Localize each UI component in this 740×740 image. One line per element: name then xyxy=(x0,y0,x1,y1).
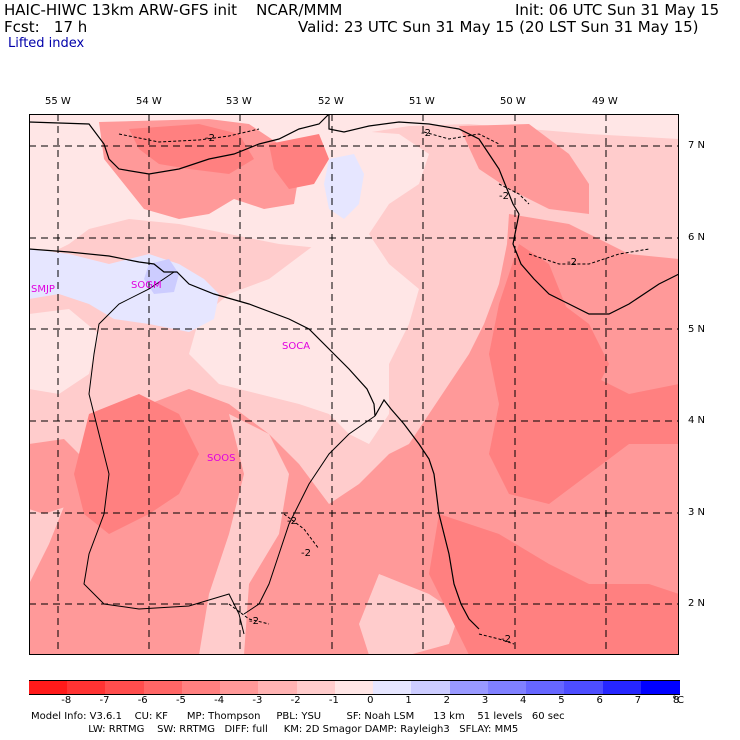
colorbar-swatch xyxy=(143,680,183,695)
colorbar-tick-label: -6 xyxy=(137,695,148,706)
station-label: SOOS xyxy=(207,453,236,464)
colorbar-tick-label: 7 xyxy=(634,695,642,706)
lon-label: 54 W xyxy=(136,96,162,107)
colorbar-tick-label: -3 xyxy=(252,695,263,706)
colorbar-tick-label: 0 xyxy=(367,695,374,706)
contour-label: -2 xyxy=(567,257,577,268)
colorbar-tick-label: 1 xyxy=(405,695,412,706)
lat-label: 7 N xyxy=(688,140,706,151)
lat-label: 2 N xyxy=(688,598,706,609)
station-label: SMJP xyxy=(31,284,55,295)
colorbar-swatch xyxy=(29,680,68,695)
colorbar-swatch xyxy=(487,680,527,695)
colorbar-tick-label: -8 xyxy=(61,695,72,706)
lat-label: 5 N xyxy=(688,324,706,335)
colorbar-tick-label: 5 xyxy=(558,695,565,706)
colorbar-swatch xyxy=(411,680,451,695)
map-frame xyxy=(29,114,679,655)
shade-region xyxy=(269,134,329,189)
contour-label: -2 xyxy=(205,133,215,144)
border xyxy=(83,271,376,635)
lon-label: 55 W xyxy=(45,96,71,107)
contour-label: -2 xyxy=(301,548,311,559)
valid-time: Valid: 23 UTC Sun 31 May 15 (20 LST Sun … xyxy=(298,18,699,36)
colorbar-tick-label: -1 xyxy=(328,695,339,706)
colorbar-tick-label: 6 xyxy=(596,695,603,706)
station-label: SOCA xyxy=(282,341,311,352)
field-name: Lifted index xyxy=(8,36,85,51)
shade-region xyxy=(429,514,679,655)
colorbar-tick-label: -5 xyxy=(175,695,186,706)
colorbar-swatch xyxy=(526,680,566,695)
colorbar-tick-label: 2 xyxy=(443,695,450,706)
colorbar-swatch xyxy=(220,680,260,695)
shade-region xyxy=(29,439,89,514)
colorbar-swatch xyxy=(373,680,413,695)
shade-region xyxy=(189,129,429,444)
lon-label: 51 W xyxy=(409,96,435,107)
lon-label: 50 W xyxy=(500,96,526,107)
lat-label: 6 N xyxy=(688,232,706,243)
contour-label: -2 xyxy=(499,191,509,202)
contour-label: -2 xyxy=(249,616,259,627)
lat-label: 4 N xyxy=(688,415,706,426)
colorbar-tick-label: -4 xyxy=(214,695,225,706)
shade-region xyxy=(74,394,199,534)
colorbar-tick-label: -7 xyxy=(99,695,110,706)
lifted-index-map: -2 -2 -2 -2 -2 -2 -2 -2 xyxy=(29,114,679,655)
contour-label: -2 xyxy=(501,634,511,645)
model-info-line1: Model Info: V3.6.1 CU: KF MP: Thompson P… xyxy=(31,711,565,722)
model-info-line2: LW: RRTMG SW: RRTMG DIFF: full KM: 2D Sm… xyxy=(31,724,519,735)
colorbar-tick-label: -2 xyxy=(290,695,301,706)
lon-label: 49 W xyxy=(592,96,618,107)
colorbar-swatch xyxy=(602,680,642,695)
colorbar-tick-label: 4 xyxy=(520,695,527,706)
colorbar-swatch xyxy=(640,680,680,695)
shade-region xyxy=(359,574,459,655)
colorbar-swatch xyxy=(67,680,107,695)
shade-region xyxy=(324,154,364,219)
colorbar-tick-label: 8 xyxy=(673,695,680,706)
model-title: HAIC-HIWC 13km ARW-GFS init NCAR/MMM xyxy=(4,1,343,19)
colorbar-tick-label: 3 xyxy=(481,695,489,706)
shade-region xyxy=(199,414,289,655)
lon-label: 52 W xyxy=(318,96,344,107)
shade-region xyxy=(144,259,179,294)
colorbar-swatch xyxy=(105,680,145,695)
lon-label: 53 W xyxy=(226,96,252,107)
contour-label: -2 xyxy=(287,516,297,527)
colorbar-swatch xyxy=(181,680,221,695)
station-label: SOGM xyxy=(131,280,162,291)
shade-region xyxy=(129,124,254,174)
colorbar-swatch xyxy=(564,680,604,695)
colorbar-swatch xyxy=(258,680,298,695)
shade-region xyxy=(29,309,99,394)
colorbar-swatch xyxy=(334,680,374,695)
shade-region xyxy=(539,294,609,414)
forecast-hour: Fcst: 17 h xyxy=(4,18,88,36)
grid-lines xyxy=(29,114,679,655)
init-time: Init: 06 UTC Sun 31 May 15 xyxy=(515,1,720,19)
contour-label: -2 xyxy=(421,128,431,139)
lat-label: 3 N xyxy=(688,507,706,518)
contour-lines xyxy=(118,128,650,645)
colorbar-unit: °C xyxy=(672,695,684,706)
colorbar-swatch xyxy=(296,680,336,695)
colorbar-swatch xyxy=(449,680,489,695)
